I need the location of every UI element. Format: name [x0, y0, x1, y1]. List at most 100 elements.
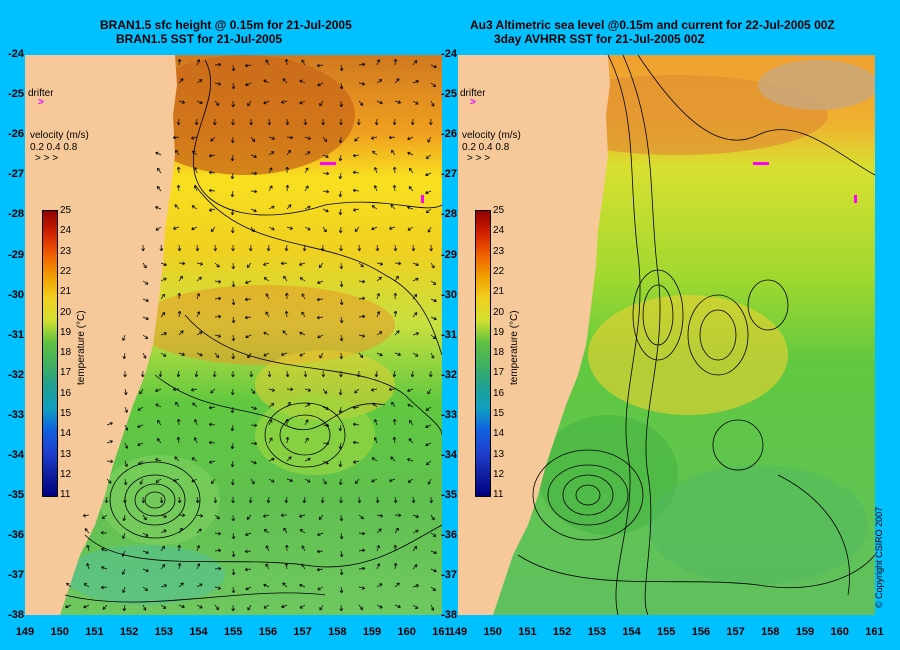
velocity-arrow	[322, 136, 328, 143]
velocity-arrow	[267, 370, 272, 378]
velocity-arrow	[338, 460, 343, 468]
lon-tick-label: 161	[865, 626, 884, 638]
velocity-arrow	[339, 352, 344, 360]
velocity-arrow	[210, 478, 216, 485]
velocity-arrow	[286, 226, 293, 230]
velocity-arrow	[376, 311, 381, 318]
velocity-arrow	[427, 388, 432, 395]
velocity-arrow	[263, 79, 270, 84]
velocity-arrow	[280, 100, 288, 104]
velocity-arrow	[301, 545, 306, 552]
velocity-arrow	[160, 332, 167, 336]
velocity-arrow	[268, 419, 273, 426]
velocity-arrow	[427, 136, 432, 143]
lat-tick-label: -26	[441, 128, 457, 141]
velocity-arrow	[358, 314, 366, 319]
velocity-arrow	[122, 352, 127, 360]
velocity-arrow	[376, 583, 383, 588]
velocity-arrow	[196, 528, 202, 534]
velocity-arrow	[299, 604, 306, 609]
velocity-arrow	[430, 298, 437, 303]
velocity-arrow	[268, 167, 273, 174]
velocity-arrow	[286, 456, 292, 462]
velocity-arrow	[231, 334, 236, 342]
velocity-arrow	[339, 604, 344, 612]
velocity-arrow	[407, 136, 414, 141]
lon-tick-label: 158	[761, 626, 780, 638]
velocity-arrow	[376, 352, 383, 357]
velocity-arrow	[393, 544, 398, 552]
left-map-panel[interactable]	[25, 55, 442, 615]
velocity-arrow	[214, 586, 222, 590]
velocity-arrow	[196, 604, 203, 609]
left-title-line2: BRAN1.5 SST for 21-Jul-2005	[116, 32, 283, 46]
velocity-arrow	[230, 424, 235, 432]
velocity-arrow	[265, 545, 270, 552]
velocity-arrow	[141, 496, 146, 504]
lat-tick-label: -28	[441, 208, 457, 221]
colorbar-tick: 25	[60, 205, 72, 216]
lat-tick-label: -31	[441, 328, 457, 341]
velocity-arrow	[231, 532, 236, 540]
lat-tick-label: -35	[8, 489, 24, 502]
velocity-arrow	[142, 298, 149, 303]
velocity-arrow	[101, 547, 108, 552]
velocity-arrow	[407, 388, 414, 393]
velocity-arrow	[196, 545, 200, 552]
lat-tick-label: -35	[441, 489, 457, 502]
lat-tick-label: -36	[8, 529, 24, 542]
lat-tick-label: -24	[8, 48, 24, 60]
velocity-arrow	[268, 226, 275, 231]
velocity-arrow	[286, 204, 292, 210]
velocity-arrow	[196, 352, 203, 357]
lon-tick-label: 149	[448, 626, 468, 638]
lon-tick-label: 154	[189, 626, 208, 638]
velocity-arrow	[196, 59, 201, 66]
velocity-arrow	[106, 440, 113, 444]
velocity-arrow	[268, 403, 275, 408]
velocity-arrow	[376, 79, 383, 84]
lat-tick-label: -30	[441, 288, 457, 301]
velocity-arrow	[192, 150, 198, 156]
velocity-arrow	[394, 330, 400, 336]
velocity-arrow	[358, 586, 366, 590]
lon-tick-label: 156	[691, 626, 711, 638]
velocity-arrow	[318, 262, 324, 268]
velocity-arrow	[123, 388, 128, 396]
velocity-arrow	[304, 478, 311, 483]
colorbar-tick: 16	[60, 387, 72, 399]
colorbar-tick: 17	[60, 367, 72, 379]
velocity-arrow	[175, 401, 180, 408]
velocity-arrow	[352, 405, 360, 410]
lat-tick-label: -32	[441, 368, 457, 381]
lon-tick-label: 152	[119, 626, 139, 638]
velocity-arrow	[428, 370, 433, 378]
velocity-arrow	[358, 514, 364, 520]
right-map-panel[interactable]	[458, 55, 875, 615]
lat-tick-label: -38	[8, 609, 24, 622]
velocity-arrow	[319, 352, 324, 359]
velocity-arrow	[304, 205, 311, 210]
velocity-arrow	[394, 527, 399, 534]
velocity-arrow	[317, 334, 324, 339]
velocity-arrow	[376, 293, 380, 300]
velocity-arrow	[214, 62, 222, 67]
velocity-arrow	[208, 188, 216, 193]
velocity-arrow	[160, 514, 167, 518]
velocity-arrow	[139, 388, 144, 395]
velocity-arrow	[376, 563, 381, 570]
velocity-arrow	[286, 401, 291, 408]
velocity-arrow	[142, 262, 147, 269]
velocity-arrow	[410, 370, 415, 378]
colorbar-tick: 12	[60, 468, 72, 480]
velocity-arrow	[250, 460, 257, 465]
velocity-arrow	[411, 496, 416, 504]
velocity-arrow	[374, 118, 379, 126]
velocity-arrow	[352, 422, 360, 427]
copyright-text: © Copyright CSIRO 2007	[874, 506, 884, 608]
velocity-arrow	[394, 513, 402, 518]
velocity-arrow	[303, 370, 308, 378]
right-title-line2: 3day AVHRR SST for 21-Jul-2005 00Z	[494, 32, 705, 46]
velocity-arrow	[196, 79, 203, 84]
velocity-arrow	[280, 261, 288, 266]
